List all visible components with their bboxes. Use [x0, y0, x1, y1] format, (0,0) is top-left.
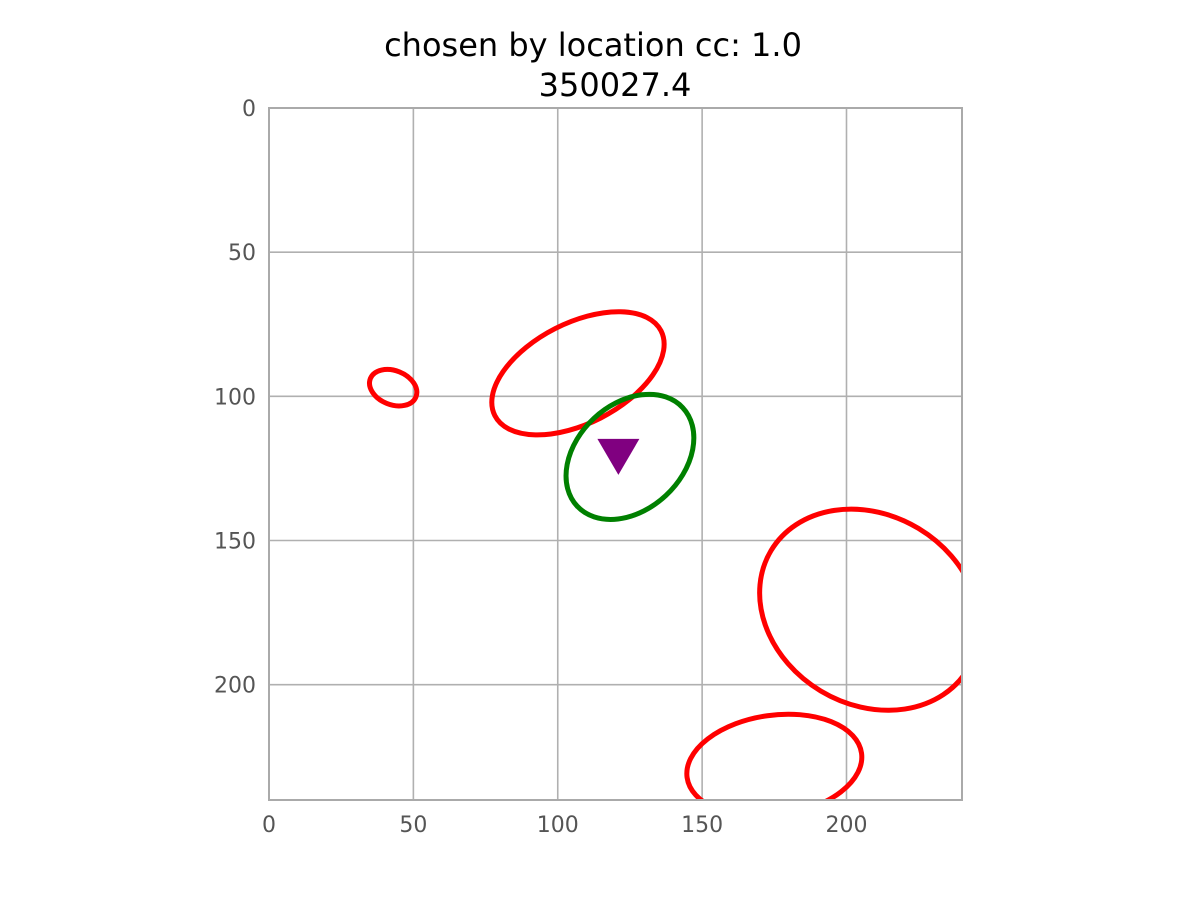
axes-frame: [268, 107, 963, 801]
x-tick-label: 150: [681, 813, 723, 838]
y-tick-label: 150: [214, 530, 256, 555]
y-tick-label: 0: [242, 97, 256, 122]
y-tick-label: 200: [214, 674, 256, 699]
x-tick-label: 0: [262, 813, 276, 838]
ellipses: [367, 309, 962, 800]
markers: [597, 438, 640, 475]
tick-labels: 0 50 100 150 200 0 50 100 150 200: [214, 97, 868, 838]
x-tick-label: 200: [826, 813, 868, 838]
chart-title-line1: chosen by location cc: 1.0: [384, 26, 802, 64]
x-tick-label: 50: [399, 813, 427, 838]
chart-title-line2: 350027.4: [539, 66, 692, 104]
x-tick-label: 100: [537, 813, 579, 838]
red-ellipse: [367, 366, 420, 409]
red-ellipse: [757, 506, 962, 713]
red-ellipse: [489, 309, 667, 438]
green-ellipse: [563, 391, 697, 522]
red-ellipse: [684, 711, 865, 800]
y-tick-label: 50: [228, 241, 256, 266]
y-tick-label: 100: [214, 385, 256, 410]
triangle-down-marker: [597, 438, 640, 475]
